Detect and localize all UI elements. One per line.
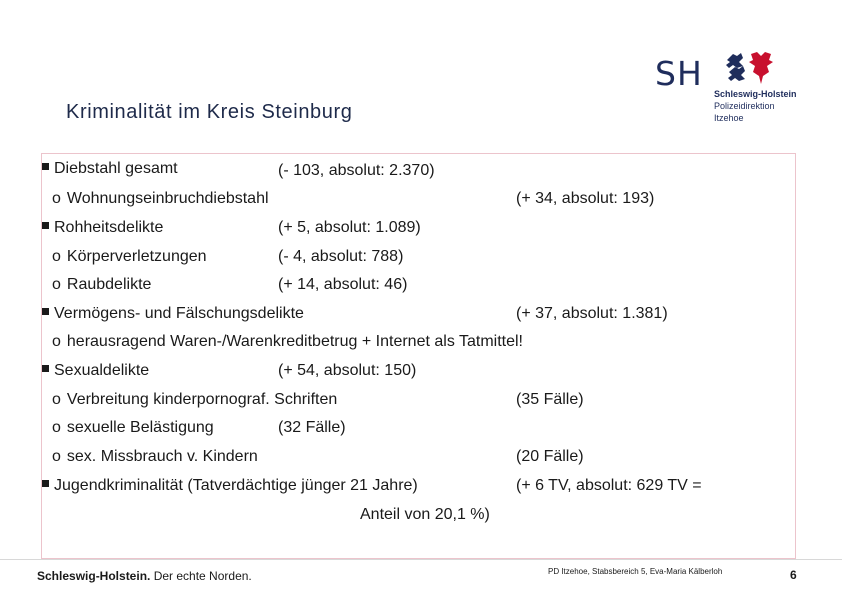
footer-divider xyxy=(0,559,842,560)
item-label: Raubdelikte xyxy=(66,276,152,293)
content-frame xyxy=(41,153,796,559)
item-label: Körperverletzungen xyxy=(66,248,207,265)
square-bullet-icon xyxy=(42,222,49,230)
item-label: Rohheitsdelikte xyxy=(54,219,164,236)
list-item: o sex. Missbrauch v. Kindern xyxy=(52,448,258,466)
list-item: o sexuelle Belästigung xyxy=(52,419,214,437)
square-bullet-icon xyxy=(42,163,49,171)
square-bullet-icon xyxy=(42,365,49,373)
item-value: (- 4, absolut: 788) xyxy=(278,248,404,265)
footer-credit: PD Itzehoe, Stabsbereich 5, Eva-Maria Kä… xyxy=(548,567,723,576)
item-value: (+ 14, absolut: 46) xyxy=(278,276,408,293)
circle-bullet-icon: o xyxy=(52,391,61,408)
item-value: (+ 34, absolut: 193) xyxy=(516,190,655,207)
circle-bullet-icon: o xyxy=(52,448,61,465)
item-label: herausragend Waren-/Warenkreditbetrug + … xyxy=(66,333,523,350)
item-label: Vermögens- und Fälschungsdelikte xyxy=(54,305,304,322)
logo-text-city: Itzehoe xyxy=(714,113,744,123)
list-item: o Verbreitung kinderpornograf. Schriften xyxy=(52,391,337,409)
item-value: (35 Fälle) xyxy=(516,391,584,408)
list-item: Rohheitsdelikte xyxy=(42,219,163,237)
item-label: Jugendkriminalität (Tatverdächtige jünge… xyxy=(54,477,418,494)
logo-text-state: Schleswig-Holstein xyxy=(714,89,797,99)
item-label: Wohnungseinbruchdiebstahl xyxy=(66,190,269,207)
list-item: o Wohnungseinbruchdiebstahl xyxy=(52,190,269,208)
circle-bullet-icon: o xyxy=(52,248,61,265)
list-item: o Raubdelikte xyxy=(52,276,151,294)
item-value-continued: Anteil von 20,1 %) xyxy=(360,506,490,523)
item-label: Sexualdelikte xyxy=(54,362,150,379)
item-label: sexuelle Belästigung xyxy=(66,419,214,436)
logo-sh-mark: SH xyxy=(655,54,703,93)
coat-of-arms-icon xyxy=(726,52,773,84)
list-item: Jugendkriminalität (Tatverdächtige jünge… xyxy=(42,477,418,495)
page-title: Kriminalität im Kreis Steinburg xyxy=(66,101,353,123)
sh-police-logo: SH Schleswig-Holstein Polizeidirektion I… xyxy=(655,50,805,125)
circle-bullet-icon: o xyxy=(52,419,61,436)
page-number: 6 xyxy=(790,568,797,582)
footer-brand: Schleswig-Holstein. Der echte Norden. xyxy=(37,569,252,583)
footer-brand-bold: Schleswig-Holstein. xyxy=(37,569,151,583)
list-item: Diebstahl gesamt xyxy=(42,160,178,178)
item-label: Diebstahl gesamt xyxy=(54,160,178,177)
logo-text-authority: Polizeidirektion xyxy=(714,101,775,111)
item-label: Verbreitung kinderpornograf. Schriften xyxy=(66,391,338,408)
item-value: (+ 54, absolut: 150) xyxy=(278,362,417,379)
list-item: Vermögens- und Fälschungsdelikte xyxy=(42,305,304,323)
item-value: (+ 6 TV, absolut: 629 TV = xyxy=(516,477,702,494)
item-value: (20 Fälle) xyxy=(516,448,584,465)
item-value: (- 103, absolut: 2.370) xyxy=(278,162,435,179)
list-item: o Körperverletzungen xyxy=(52,248,207,266)
list-item: o herausragend Waren-/Warenkreditbetrug +… xyxy=(52,333,523,351)
footer-brand-rest: Der echte Norden. xyxy=(150,569,252,583)
item-label: sex. Missbrauch v. Kindern xyxy=(66,448,258,465)
circle-bullet-icon: o xyxy=(52,276,61,293)
item-value: (32 Fälle) xyxy=(278,419,346,436)
item-value: (+ 37, absolut: 1.381) xyxy=(516,305,668,322)
square-bullet-icon xyxy=(42,308,49,316)
circle-bullet-icon: o xyxy=(52,333,61,350)
item-value: (+ 5, absolut: 1.089) xyxy=(278,219,421,236)
circle-bullet-icon: o xyxy=(52,190,61,207)
list-item: Sexualdelikte xyxy=(42,362,149,380)
square-bullet-icon xyxy=(42,480,49,488)
